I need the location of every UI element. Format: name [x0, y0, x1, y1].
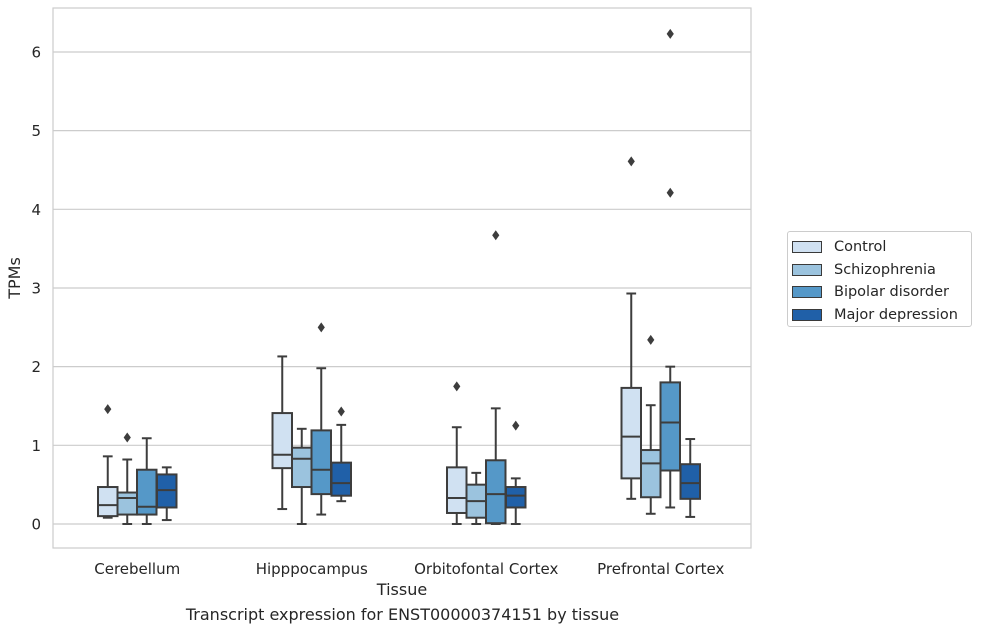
outlier-point — [627, 156, 635, 167]
box-bipolar-disorder — [659, 28, 681, 509]
outlier-point — [666, 28, 674, 39]
x-tick-label: Hipppocampus — [256, 560, 368, 578]
box-iqr — [679, 463, 701, 500]
y-tick-label: 0 — [31, 516, 41, 534]
box-iqr — [136, 468, 158, 516]
box-major-depression — [679, 438, 701, 518]
outlier-point — [647, 334, 655, 345]
legend-item: Schizophrenia — [792, 259, 971, 282]
legend-swatch — [792, 241, 822, 254]
box-control — [97, 404, 119, 519]
y-tick-labels: 0 1 2 3 4 5 6 — [31, 43, 41, 533]
y-tick-label: 4 — [31, 201, 41, 219]
box-iqr — [659, 381, 681, 472]
box-iqr — [291, 446, 313, 489]
chart-caption: Transcript expression for ENST0000037415… — [185, 605, 620, 624]
outlier-point — [317, 322, 325, 333]
box-major-depression — [330, 406, 352, 503]
box-iqr — [446, 466, 468, 514]
y-tick-label: 6 — [31, 43, 41, 61]
outlier-point — [666, 187, 674, 198]
outlier-point — [492, 230, 500, 241]
legend-label: Control — [834, 239, 887, 256]
y-tick-label: 2 — [31, 358, 41, 376]
plot-area-frame — [52, 7, 752, 549]
box-control — [620, 156, 642, 500]
box-schizophrenia — [291, 427, 313, 525]
legend-item: Bipolar disorder — [792, 281, 971, 304]
outlier-point — [512, 420, 520, 431]
box-bipolar-disorder — [310, 322, 332, 516]
x-tick-label: Cerebellum — [94, 560, 180, 578]
box-schizophrenia — [116, 432, 138, 525]
legend-item: Major depression — [792, 304, 971, 327]
x-tick-labels: Cerebellum Hipppocampus Orbitofontal Corte… — [94, 560, 724, 578]
y-tick-label: 5 — [31, 122, 41, 140]
x-axis-label: Tissue — [376, 580, 427, 599]
legend-label: Schizophrenia — [834, 261, 936, 278]
box-bipolar-disorder — [136, 437, 158, 525]
legend-item: Control — [792, 236, 971, 259]
box-iqr — [97, 486, 119, 518]
legend-label: Major depression — [834, 306, 958, 323]
box-iqr — [620, 386, 642, 480]
outlier-point — [104, 404, 112, 415]
outlier-point — [453, 381, 461, 392]
box-iqr — [310, 429, 332, 496]
box-control — [271, 355, 293, 511]
outlier-point — [123, 432, 131, 443]
box-iqr — [116, 491, 138, 516]
grid-lines — [53, 51, 751, 525]
box-iqr — [271, 412, 293, 470]
x-tick-label: Orbitofontal Cortex — [414, 560, 558, 578]
box-schizophrenia — [465, 471, 487, 525]
x-tick-label: Prefrontal Cortex — [597, 560, 724, 578]
legend-swatch — [792, 263, 822, 276]
outlier-point — [337, 406, 345, 417]
y-axis-label: TPMs — [5, 257, 24, 300]
box-bipolar-disorder — [485, 230, 507, 525]
box-schizophrenia — [640, 334, 662, 515]
box-iqr — [640, 449, 662, 499]
legend: Control Schizophrenia Bipolar disorder Majo… — [787, 231, 972, 327]
legend-label: Bipolar disorder — [834, 284, 949, 301]
y-tick-label: 1 — [31, 437, 41, 455]
legend-swatch — [792, 308, 822, 321]
box-iqr — [485, 459, 507, 525]
boxes — [97, 28, 701, 525]
box-iqr — [330, 461, 352, 497]
box-major-depression — [505, 420, 527, 525]
y-tick-label: 3 — [31, 279, 41, 297]
legend-swatch — [792, 286, 822, 299]
box-control — [446, 381, 468, 525]
box-iqr — [505, 486, 527, 509]
box-major-depression — [156, 466, 178, 522]
